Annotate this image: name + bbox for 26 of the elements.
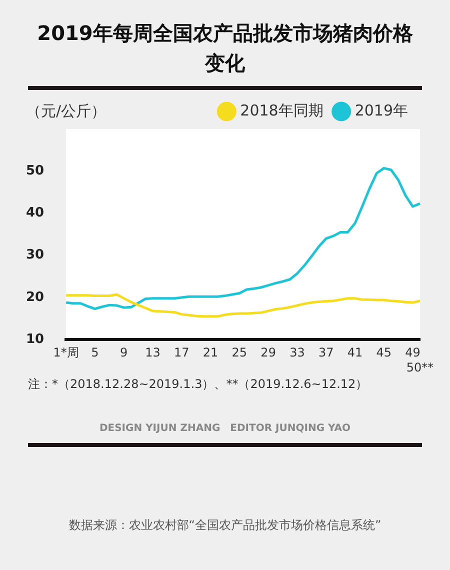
y-tick-label: 20 bbox=[26, 290, 44, 305]
x-tick-label: 49 bbox=[405, 346, 420, 360]
source-note: 数据来源：农业农村部“全国农产品批发市场价格信息系统” bbox=[68, 517, 382, 534]
y-tick-label: 30 bbox=[26, 248, 44, 263]
y-tick-label: 40 bbox=[26, 206, 44, 221]
x-tick-label: 17 bbox=[174, 346, 190, 360]
x-tick-label: 29 bbox=[260, 346, 276, 360]
y-tick-label: 50 bbox=[26, 163, 44, 178]
text: DESIGN YIJUN ZHANG EDITOR JUNQING YAO bbox=[28, 421, 422, 447]
y-tick-label: 10 bbox=[26, 332, 44, 347]
y-axis-title: （元/公斤） bbox=[26, 102, 106, 121]
text: 注：*（2018.12.28~2019.1.3）、**（2019.12.6~12.12） bbox=[28, 376, 369, 393]
x-tick-label: 5 bbox=[91, 346, 99, 360]
x-tick-label: 45 bbox=[376, 346, 392, 360]
x-tick-label: 37 bbox=[318, 346, 334, 360]
legend-label: 2019年 bbox=[354, 101, 408, 120]
x-tick-label: 33 bbox=[290, 346, 305, 360]
chart-title: 2019年每周全国农产品批发市场猪肉价格变化 bbox=[28, 0, 422, 90]
x-tick-label: 9 bbox=[120, 346, 128, 360]
x-tick-label: 13 bbox=[145, 346, 160, 360]
legend-label: 2018年同期 bbox=[240, 101, 324, 120]
x-tick-label: 1*周 bbox=[53, 346, 79, 360]
x-tick-label: 41 bbox=[347, 346, 363, 360]
x-tick-label: 50** bbox=[406, 360, 434, 375]
x-tick-label: 25 bbox=[232, 346, 248, 360]
x-tick-label: 21 bbox=[202, 346, 218, 360]
